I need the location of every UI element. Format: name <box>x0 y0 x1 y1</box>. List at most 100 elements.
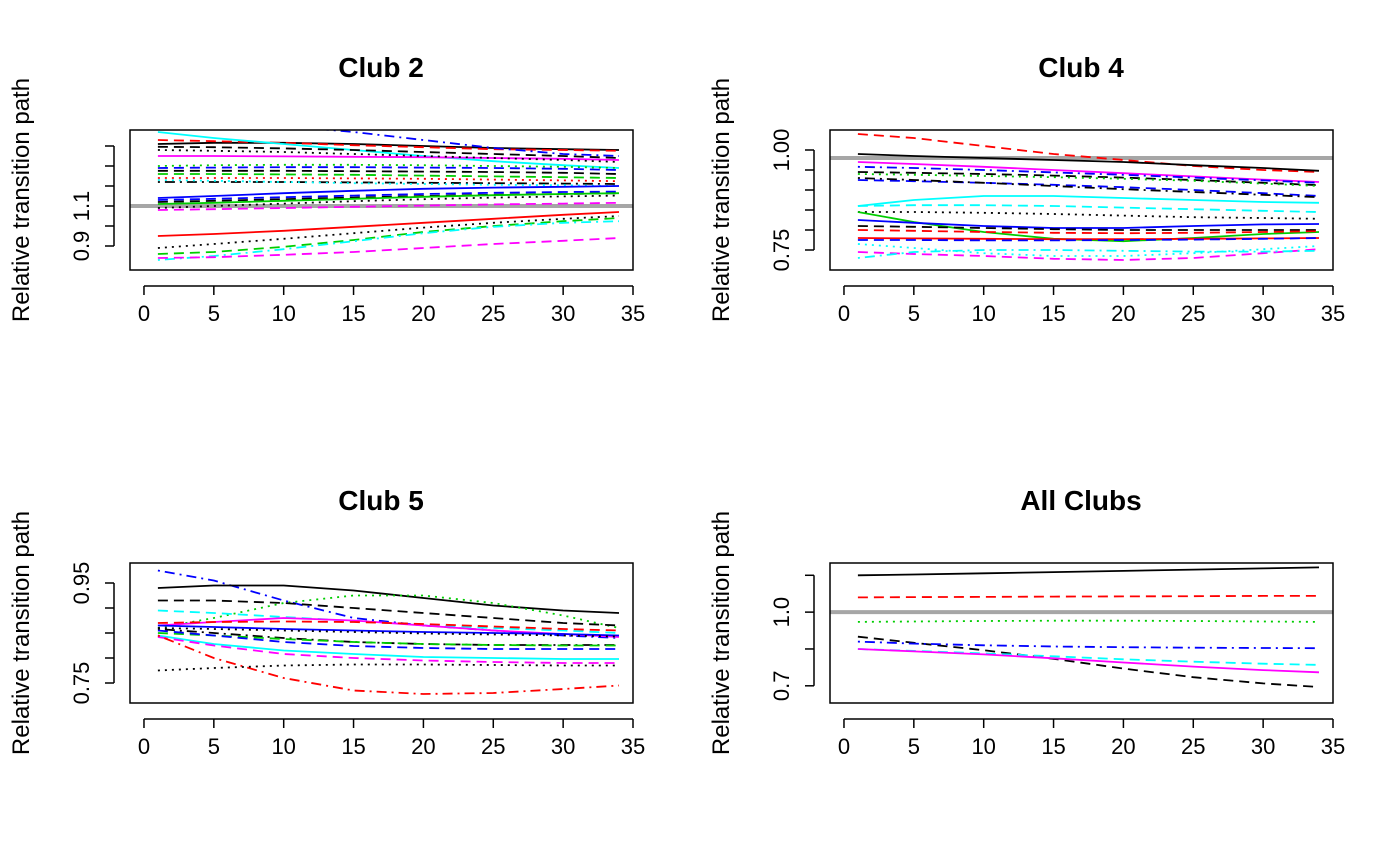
series-line-7 <box>857 648 1320 674</box>
y-tick-label: 0.75 <box>69 662 94 705</box>
panel-club-4: Club 4 Relative transition path 0 5 10 15 20… <box>708 52 1345 326</box>
series-line-3 <box>319 130 620 157</box>
series-line-2 <box>157 139 620 152</box>
x-tick-label: 20 <box>411 301 435 326</box>
y-tick-label: 0.9 <box>69 231 94 262</box>
panel-club-2: Club 2 Relative transition path 0 5 10 15 20… <box>8 52 645 326</box>
series-line-4 <box>157 599 620 627</box>
series-line-8 <box>857 177 1320 199</box>
y-tick-label: 0.75 <box>769 229 794 272</box>
series-line-16 <box>157 663 619 672</box>
series-line-25 <box>157 237 620 259</box>
series-line-12 <box>157 177 620 183</box>
plot-area: 0 5 10 15 20 25 30 35 0.75 0.95 <box>69 562 645 759</box>
series-line-9 <box>157 627 620 638</box>
y-tick-label: 1.00 <box>769 129 794 172</box>
series-line-14 <box>157 179 620 187</box>
x-tick-label: 25 <box>1181 301 1205 326</box>
series-line-5 <box>857 640 1320 650</box>
panel-title: Club 4 <box>1038 52 1124 83</box>
x-tick-label: 20 <box>1111 301 1135 326</box>
plot-frame <box>829 129 1334 271</box>
y-tick-label: 0.95 <box>69 562 94 605</box>
x-tick-label: 0 <box>838 734 850 759</box>
series-line-9 <box>857 195 1320 207</box>
series-line-19 <box>857 248 1320 261</box>
series-line-7 <box>157 620 620 632</box>
x-tick-label: 35 <box>621 734 645 759</box>
series-line-4 <box>857 635 1320 688</box>
series-line-11 <box>157 632 619 647</box>
series-line-3 <box>857 161 1320 183</box>
x-tick-label: 30 <box>551 734 575 759</box>
series-line-13 <box>857 219 1320 229</box>
series-line-14 <box>157 636 619 664</box>
x-tick-label: 5 <box>908 734 920 759</box>
series-line-17 <box>857 237 1320 242</box>
series-line-20 <box>157 201 620 211</box>
series-line-4 <box>857 165 1320 184</box>
series-line-6 <box>157 145 620 159</box>
panel-club-5: Club 5 Relative transition path 0 5 10 15 20… <box>8 485 645 759</box>
y-axis-label: Relative transition path <box>8 511 35 755</box>
series-line-11 <box>857 211 1320 220</box>
x-tick-label: 0 <box>138 301 150 326</box>
plot-frame <box>129 562 634 704</box>
series-line-18 <box>157 192 620 205</box>
x-tick-label: 30 <box>1251 734 1275 759</box>
x-tick-label: 35 <box>621 301 645 326</box>
x-tick-label: 15 <box>1041 301 1065 326</box>
x-tick-label: 5 <box>208 734 220 759</box>
series-line-12 <box>157 629 619 650</box>
x-tick-label: 10 <box>271 301 295 326</box>
y-axis-label: Relative transition path <box>708 511 735 755</box>
series-line-7 <box>857 179 1320 197</box>
x-tick-label: 0 <box>838 301 850 326</box>
series-line-21 <box>157 211 620 237</box>
series-line-4 <box>157 131 620 169</box>
x-tick-label: 30 <box>551 301 575 326</box>
series-line-13 <box>157 634 619 660</box>
series-line-22 <box>157 215 620 249</box>
panel-title: Club 5 <box>338 485 424 516</box>
series-line-15 <box>157 185 620 199</box>
panel-title: All Clubs <box>1020 485 1141 516</box>
series-line-14 <box>857 225 1319 231</box>
plot-area: 0 5 10 15 20 25 30 35 0.75 1.00 <box>769 129 1345 326</box>
y-tick-label: 1.0 <box>769 597 794 628</box>
series-lines <box>130 130 633 261</box>
x-tick-label: 15 <box>341 301 365 326</box>
x-tick-label: 25 <box>1181 734 1205 759</box>
series-line-1 <box>857 566 1320 577</box>
series-line-2 <box>157 584 620 614</box>
plot-area: 0 5 10 15 20 25 30 35 0.7 1.0 <box>769 562 1345 759</box>
x-tick-label: 20 <box>1111 734 1135 759</box>
series-line-7 <box>157 149 620 163</box>
x-tick-label: 10 <box>271 734 295 759</box>
x-tick-label: 25 <box>481 734 505 759</box>
series-line-8 <box>157 163 620 169</box>
series-line-10 <box>157 169 620 175</box>
x-tick-label: 0 <box>138 734 150 759</box>
y-axis-label: Relative transition path <box>708 78 735 322</box>
x-tick-label: 5 <box>208 301 220 326</box>
series-line-3 <box>857 619 1320 623</box>
series-line-2 <box>857 595 1319 599</box>
x-tick-label: 10 <box>971 301 995 326</box>
plot-area: 0 5 10 15 20 25 30 35 0.9 1.1 <box>69 129 645 326</box>
panel-all-clubs: All Clubs Relative transition path 0 5 10 1… <box>708 485 1345 759</box>
series-line-11 <box>157 173 620 179</box>
series-line-13 <box>157 181 620 185</box>
x-tick-label: 15 <box>341 734 365 759</box>
series-line-24 <box>157 220 620 261</box>
plot-frame <box>829 562 1334 704</box>
y-tick-label: 1.1 <box>69 191 94 222</box>
series-lines <box>830 133 1333 261</box>
series-line-9 <box>157 166 620 171</box>
series-line-20 <box>857 249 1320 259</box>
series-lines <box>830 566 1333 688</box>
panel-title: Club 2 <box>338 52 424 83</box>
series-line-1 <box>857 133 1320 173</box>
series-line-8 <box>157 624 620 637</box>
